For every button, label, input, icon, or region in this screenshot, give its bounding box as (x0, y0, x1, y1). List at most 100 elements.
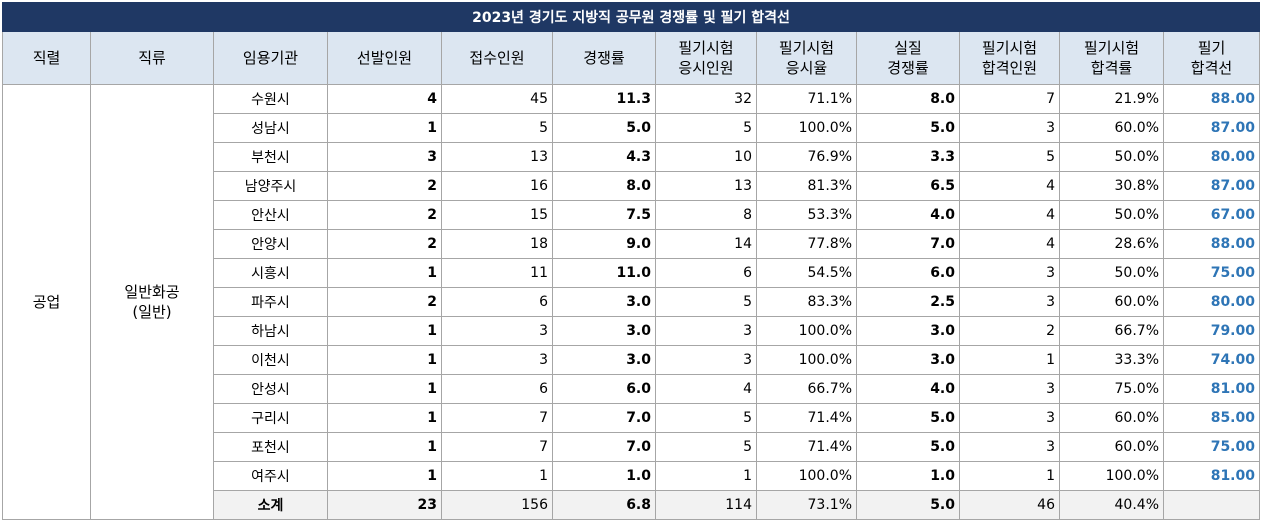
column-header: 접수인원 (441, 31, 553, 85)
table-body: 공업 일반화공 (일반) 수원시 4 45 11.3 32 71.1% 8.0 7 21.9% 88.0… (2, 84, 1260, 520)
cell-sel: 1 (327, 432, 442, 462)
column-header-line2: 응시율 (785, 59, 828, 77)
cell-org: 파주시 (213, 287, 328, 317)
cell-apply: 1 (441, 461, 553, 491)
cell-test-n: 3 (655, 316, 757, 346)
table-row: 포천시 1 7 7.0 5 71.4% 5.0 3 60.0% 75.00 (3, 432, 1260, 462)
subtotal-apply: 156 (441, 490, 553, 520)
column-header-line1: 직류 (138, 49, 166, 67)
cell-pass-n: 4 (959, 171, 1060, 201)
column-header: 직류 (90, 31, 214, 85)
cell-org: 수원시 (213, 84, 328, 114)
table-row: 공업 일반화공 (일반) 수원시 4 45 11.3 32 71.1% 8.0 7 21.9% 88.0… (2, 84, 1260, 520)
column-header-line1: 필기시험 (981, 39, 1038, 57)
cell-comp: 9.0 (552, 229, 656, 259)
cell-pass-rate: 28.6% (1059, 229, 1164, 259)
cell-cutoff: 81.00 (1163, 461, 1260, 491)
cell-pass-n: 1 (959, 461, 1060, 491)
cell-org: 안산시 (213, 200, 328, 230)
column-header-line2: 합격률 (1090, 59, 1133, 77)
cell-real-comp: 6.0 (856, 258, 960, 288)
cell-comp: 4.3 (552, 142, 656, 172)
column-header-line1: 필기 (1197, 39, 1226, 57)
cell-comp: 7.5 (552, 200, 656, 230)
column-header-line1: 접수인원 (469, 49, 525, 67)
cell-apply: 6 (441, 374, 553, 404)
cell-real-comp: 4.0 (856, 200, 960, 230)
subtotal-real-comp: 5.0 (856, 490, 960, 520)
cell-test-rate: 81.3% (756, 171, 857, 201)
cell-org: 여주시 (213, 461, 328, 491)
cell-org: 부천시 (213, 142, 328, 172)
cell-org: 남양주시 (213, 171, 328, 201)
cell-pass-n: 3 (959, 432, 1060, 462)
column-header: 직렬 (2, 31, 91, 85)
column-header: 경쟁률 (552, 31, 656, 85)
cell-test-rate: 71.4% (756, 432, 857, 462)
cell-pass-rate: 60.0% (1059, 113, 1164, 143)
cell-pass-rate: 50.0% (1059, 142, 1164, 172)
column-header: 필기시험 응시인원 (655, 31, 757, 85)
cell-org: 성남시 (213, 113, 328, 143)
table-row: 부천시 3 13 4.3 10 76.9% 3.3 5 50.0% 80.00 (3, 142, 1260, 172)
cell-pass-rate: 60.0% (1059, 432, 1164, 462)
cell-cutoff: 81.00 (1163, 374, 1260, 404)
subtotal-org: 소계 (213, 490, 328, 520)
cell-test-rate: 71.1% (756, 84, 857, 114)
cell-cutoff: 75.00 (1163, 258, 1260, 288)
cell-pass-n: 3 (959, 258, 1060, 288)
cell-pass-n: 7 (959, 84, 1060, 114)
header-row: 직렬 직류 임용기관 선발인원 접수인원 경쟁률 필기시험 응시인원 필기시험 응시율 실질 경쟁률 필… (2, 31, 1260, 85)
subtotal-pass-n: 46 (959, 490, 1060, 520)
cell-test-n: 4 (655, 374, 757, 404)
cell-pass-n: 3 (959, 374, 1060, 404)
cell-comp: 7.0 (552, 403, 656, 433)
column-header-line1: 선발인원 (356, 49, 413, 67)
cell-cutoff: 88.00 (1163, 229, 1260, 259)
category-cell: 일반화공 (일반) (90, 84, 214, 520)
cell-pass-rate: 33.3% (1059, 345, 1164, 375)
column-header: 임용기관 (213, 31, 328, 85)
cell-org: 안성시 (213, 374, 328, 404)
column-header-line1: 경쟁률 (583, 49, 625, 67)
cell-test-rate: 100.0% (756, 113, 857, 143)
table-title: 2023년 경기도 지방직 공무원 경쟁률 및 필기 합격선 (2, 2, 1260, 32)
cell-apply: 3 (441, 345, 553, 375)
cell-test-rate: 100.0% (756, 461, 857, 491)
cell-apply: 7 (441, 403, 553, 433)
cell-test-rate: 77.8% (756, 229, 857, 259)
cell-sel: 1 (327, 374, 442, 404)
cell-pass-rate: 75.0% (1059, 374, 1164, 404)
table-row: 시흥시 1 11 11.0 6 54.5% 6.0 3 50.0% 75.00 (3, 258, 1260, 288)
cell-comp: 6.0 (552, 374, 656, 404)
column-header-line1: 필기시험 (678, 39, 734, 57)
cell-comp: 7.0 (552, 432, 656, 462)
cell-apply: 13 (441, 142, 553, 172)
cell-real-comp: 5.0 (856, 113, 960, 143)
column-header: 필기 합격선 (1163, 31, 1260, 85)
cell-org: 포천시 (213, 432, 328, 462)
cell-real-comp: 5.0 (856, 432, 960, 462)
cell-test-rate: 53.3% (756, 200, 857, 230)
cell-pass-n: 2 (959, 316, 1060, 346)
cell-cutoff: 80.00 (1163, 287, 1260, 317)
cell-pass-rate: 50.0% (1059, 258, 1164, 288)
series-cell: 공업 (2, 84, 91, 520)
cell-test-n: 1 (655, 461, 757, 491)
cell-pass-n: 3 (959, 113, 1060, 143)
cell-sel: 2 (327, 171, 442, 201)
cell-test-n: 13 (655, 171, 757, 201)
cell-pass-rate: 60.0% (1059, 403, 1164, 433)
cell-test-n: 3 (655, 345, 757, 375)
cell-test-n: 8 (655, 200, 757, 230)
subtotal-test-rate: 73.1% (756, 490, 857, 520)
cell-sel: 1 (327, 113, 442, 143)
cell-real-comp: 3.3 (856, 142, 960, 172)
table-row: 여주시 1 1 1.0 1 100.0% 1.0 1 100.0% 81.00 (3, 461, 1260, 491)
cell-pass-n: 4 (959, 229, 1060, 259)
table-row: 안양시 2 18 9.0 14 77.8% 7.0 4 28.6% 88.00 (3, 229, 1260, 259)
column-header-line1: 필기시험 (1083, 39, 1140, 57)
cell-comp: 5.0 (552, 113, 656, 143)
cell-cutoff: 87.00 (1163, 113, 1260, 143)
cell-test-rate: 100.0% (756, 316, 857, 346)
